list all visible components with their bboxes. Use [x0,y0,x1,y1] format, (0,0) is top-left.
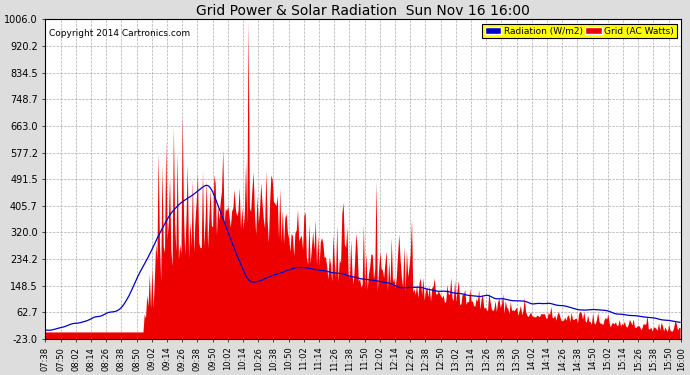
Title: Grid Power & Solar Radiation  Sun Nov 16 16:00: Grid Power & Solar Radiation Sun Nov 16 … [197,4,531,18]
Legend: Radiation (W/m2), Grid (AC Watts): Radiation (W/m2), Grid (AC Watts) [482,24,677,38]
Text: Copyright 2014 Cartronics.com: Copyright 2014 Cartronics.com [48,29,190,38]
